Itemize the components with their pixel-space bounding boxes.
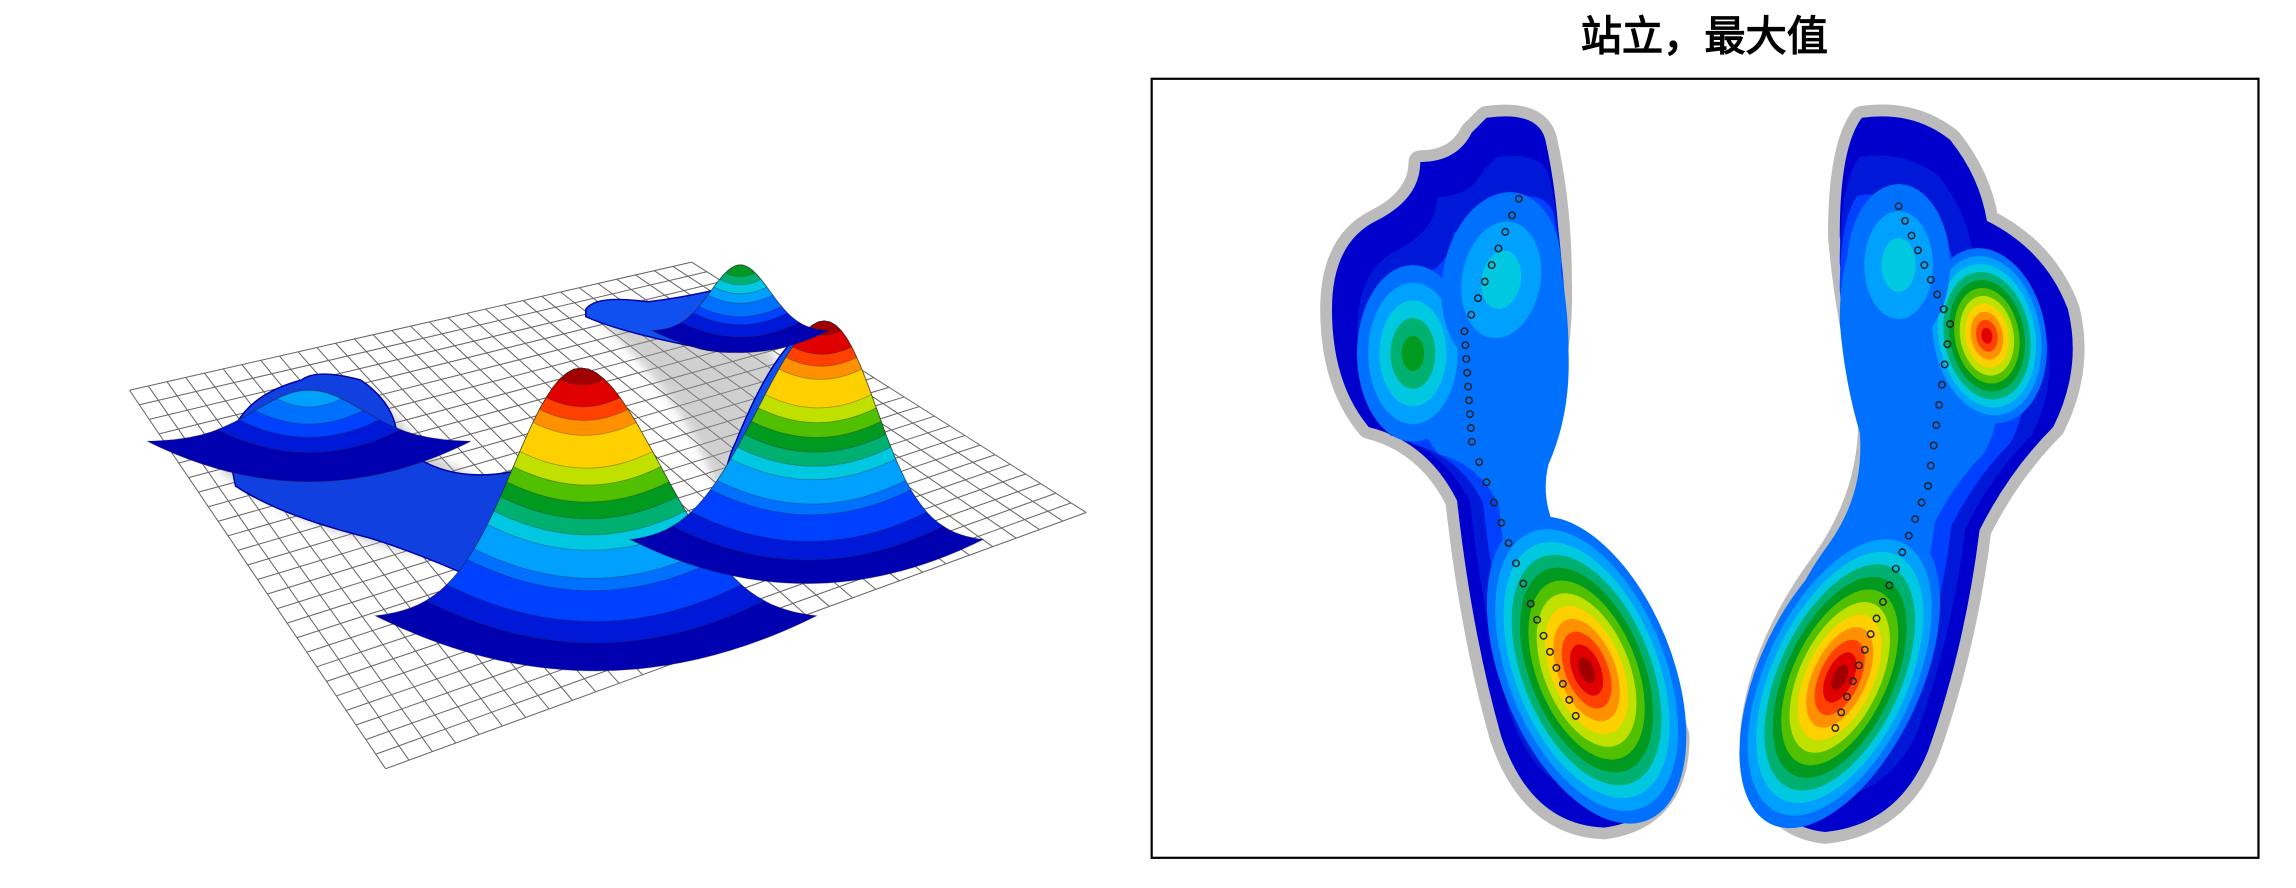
pressure-center-point xyxy=(1898,548,1907,557)
pressure-center-point xyxy=(1843,692,1852,701)
pressure-center-point xyxy=(1511,559,1520,568)
pressure-center-point xyxy=(1552,663,1561,672)
surface-plot xyxy=(129,261,1087,770)
map-title: 站立，最大值 xyxy=(1581,13,1828,61)
pressure-center-point xyxy=(1487,261,1496,270)
grid-line xyxy=(129,261,692,391)
pressure-center-point xyxy=(1913,246,1922,255)
pressure-center-point xyxy=(1546,647,1554,656)
pressure-center-point xyxy=(1482,478,1491,487)
pressure-center-point xyxy=(1860,645,1869,654)
pressure-contour xyxy=(1578,657,1595,683)
pressure-center-point xyxy=(1885,581,1894,590)
pressure-center-point xyxy=(1467,437,1476,446)
pressure-center-point xyxy=(1489,498,1498,507)
pressure-center-point xyxy=(1907,231,1916,240)
pressure-center-point xyxy=(1920,261,1929,270)
pressure-center-point xyxy=(1460,327,1469,336)
pressure-center-point xyxy=(1463,368,1472,377)
pressure-map xyxy=(1320,104,2085,844)
pressure-center-point xyxy=(1831,724,1840,733)
pressure-center-point xyxy=(1872,614,1881,623)
pressure-center-point xyxy=(1924,481,1933,490)
surface-band xyxy=(559,367,605,386)
pressure-center-point xyxy=(1466,424,1475,432)
pressure-center-point xyxy=(1497,518,1506,527)
pressure-center-point xyxy=(1558,679,1567,688)
pressure-center-point xyxy=(1837,708,1846,717)
pressure-center-point xyxy=(1894,202,1903,211)
pressure-center-point xyxy=(1911,515,1920,524)
pressure-center-point xyxy=(1901,216,1910,225)
pressure-center-point xyxy=(1539,631,1548,640)
pressure-center-point xyxy=(1526,599,1535,608)
pressure-center-point xyxy=(1937,380,1946,389)
pressure-contour xyxy=(1981,327,1993,344)
pressure-center-point xyxy=(1462,354,1471,363)
pressure-center-point xyxy=(1849,677,1857,686)
pressure-center-point xyxy=(1939,305,1948,314)
pressure-center-point xyxy=(1475,458,1484,467)
pressure-center-point xyxy=(1571,711,1580,720)
pressure-center-point xyxy=(1940,360,1949,369)
pressure-center-point xyxy=(1504,539,1513,548)
pressure-center-point xyxy=(1464,382,1473,391)
pressure-contour xyxy=(1881,238,1916,293)
pressure-center-point xyxy=(1946,320,1955,328)
pressure-center-point xyxy=(1514,194,1523,203)
pressure-center-point xyxy=(1933,290,1942,299)
pressure-center-point xyxy=(1501,227,1510,236)
pressure-center-point xyxy=(1467,310,1476,319)
grid-line xyxy=(139,271,708,406)
pressure-center-point xyxy=(1519,579,1528,588)
pressure-center-point xyxy=(1465,410,1474,419)
pressure-center-point xyxy=(1926,275,1935,284)
pressure-center-point xyxy=(1932,421,1941,430)
pressure-center-point xyxy=(1929,441,1938,450)
pressure-center-point xyxy=(1866,630,1875,639)
pressure-center-point xyxy=(1474,294,1483,303)
pressure-contour xyxy=(1481,250,1522,310)
surface-band xyxy=(724,264,756,278)
pressure-center-point xyxy=(1854,661,1863,670)
pressure-center-point xyxy=(1879,597,1887,606)
pressure-center-point xyxy=(1943,340,1952,349)
pressure-center-point xyxy=(1891,564,1900,573)
pressure-center-point xyxy=(1465,396,1474,405)
pressure-contour xyxy=(1831,664,1849,690)
pressure-center-point xyxy=(1926,461,1935,470)
pressure-center-point xyxy=(1904,531,1913,540)
pressure-contour xyxy=(1401,335,1425,372)
pressure-center-point xyxy=(1480,277,1489,286)
map-frame xyxy=(1150,77,2260,859)
surface-band xyxy=(275,389,343,408)
pressure-center-point xyxy=(1494,244,1503,253)
pressure-center-point xyxy=(1533,615,1542,624)
pressure-center-point xyxy=(1935,400,1944,409)
pressure-center-point xyxy=(1461,341,1470,350)
pressure-center-point xyxy=(1565,695,1574,704)
pressure-center-point xyxy=(1917,498,1926,507)
pressure-center-point xyxy=(1508,211,1517,220)
